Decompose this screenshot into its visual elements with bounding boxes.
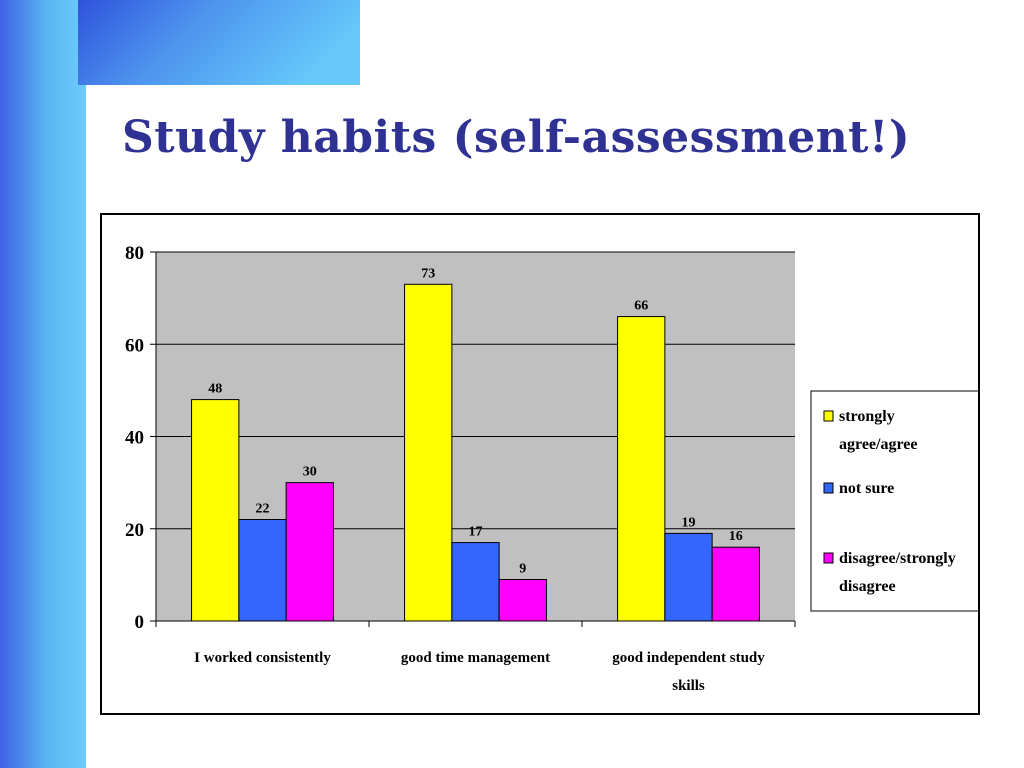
legend-label: disagree/strongly <box>839 550 956 567</box>
data-label: 22 <box>256 502 270 517</box>
legend-box <box>810 390 978 612</box>
data-label: 73 <box>421 266 435 281</box>
bar <box>498 578 547 622</box>
data-label: 19 <box>682 515 696 530</box>
data-label: 30 <box>303 465 317 480</box>
data-label: 17 <box>469 525 483 540</box>
y-tick-label: 60 <box>125 335 144 356</box>
bar <box>451 542 500 622</box>
bar <box>617 316 666 622</box>
y-tick-label: 40 <box>125 428 144 449</box>
data-label: 48 <box>208 382 222 397</box>
legend-label: agree/agree <box>839 436 917 453</box>
bar-chart: 0 20 40 60 80 48 22 30 I worked consistently 73 17… <box>125 243 978 694</box>
legend-swatch <box>823 552 834 564</box>
legend-label: strongly <box>839 408 895 425</box>
legend-label: disagree <box>839 578 896 595</box>
category-label: good time management <box>401 650 550 666</box>
left-band <box>0 0 86 768</box>
data-label: 9 <box>519 561 526 576</box>
bar <box>238 519 287 622</box>
page-title: Study habits (self-assessment!) <box>122 112 911 163</box>
data-label: 66 <box>634 299 648 314</box>
legend-swatch <box>823 410 834 422</box>
category-label: skills <box>672 678 705 694</box>
category-label: I worked consistently <box>194 650 331 666</box>
legend-label: not sure <box>839 480 894 497</box>
bar <box>711 546 760 622</box>
chart-frame: 0 20 40 60 80 48 22 30 I worked consistently 73 17… <box>100 213 980 715</box>
top-band <box>78 0 360 85</box>
bar <box>285 482 334 622</box>
y-tick-label: 20 <box>125 520 144 541</box>
y-tick-label: 80 <box>125 243 144 264</box>
category-label: good independent study <box>612 650 765 666</box>
legend-swatch <box>823 482 834 494</box>
y-tick-label: 0 <box>135 612 145 633</box>
bar <box>191 399 240 622</box>
bar <box>664 532 713 622</box>
bar <box>404 283 453 622</box>
data-label: 16 <box>729 529 743 544</box>
